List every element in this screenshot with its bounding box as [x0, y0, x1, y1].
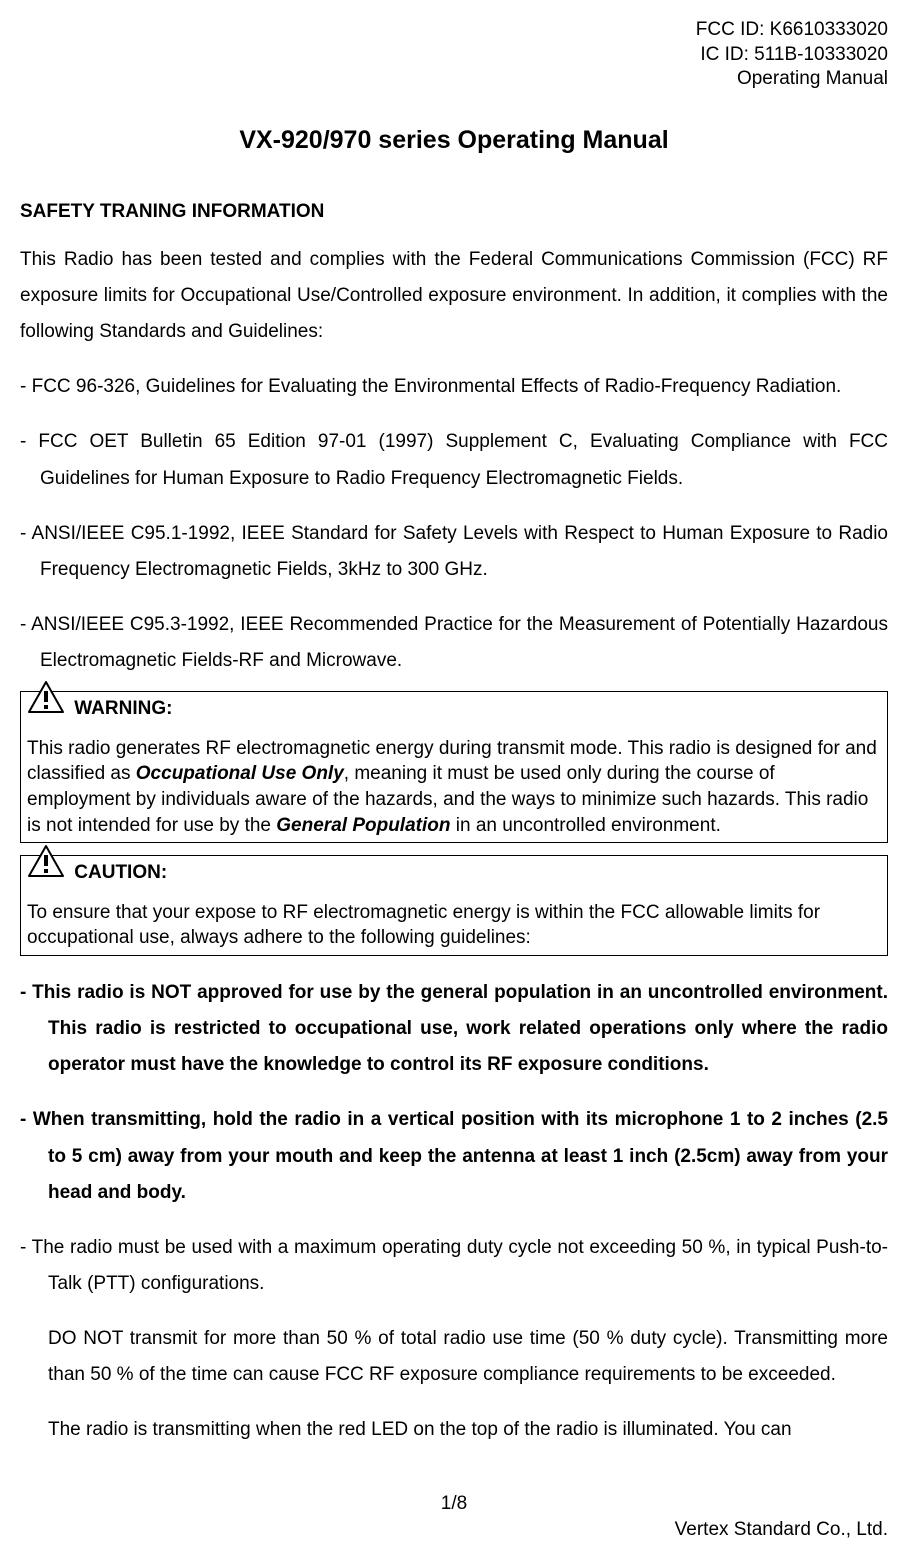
guideline-sub: The radio is transmitting when the red L…: [20, 1412, 888, 1448]
caution-icon: [27, 844, 65, 886]
header-block: FCC ID: K6610333020 IC ID: 511B-10333020…: [20, 18, 888, 92]
intro-paragraph: This Radio has been tested and complies …: [20, 242, 888, 350]
warning-box: WARNING: This radio generates RF electro…: [20, 691, 888, 843]
page: FCC ID: K6610333020 IC ID: 511B-10333020…: [0, 0, 908, 1555]
warning-title: WARNING:: [74, 698, 172, 719]
bullet-item: - FCC OET Bulletin 65 Edition 97-01 (199…: [20, 424, 888, 496]
guideline-item: - The radio must be used with a maximum …: [20, 1230, 888, 1302]
company-name: Vertex Standard Co., Ltd.: [20, 1519, 888, 1541]
footer: 1/8 Vertex Standard Co., Ltd.: [20, 1493, 888, 1541]
guideline-item: - This radio is NOT approved for use by …: [20, 975, 888, 1083]
warning-icon: [27, 680, 65, 722]
warning-body: This radio generates RF electromagnetic …: [27, 736, 881, 839]
warning-em: General Population: [276, 815, 450, 836]
warning-em: Occupational Use Only: [136, 763, 344, 784]
page-number: 1/8: [20, 1493, 888, 1515]
warning-title-row: WARNING:: [27, 696, 881, 722]
bullet-item: - ANSI/IEEE C95.1-1992, IEEE Standard fo…: [20, 516, 888, 588]
caution-title-row: CAUTION:: [27, 860, 881, 886]
bullet-item: - FCC 96-326, Guidelines for Evaluating …: [20, 369, 888, 405]
caution-box: CAUTION: To ensure that your expose to R…: [20, 855, 888, 956]
ic-id: IC ID: 511B-10333020: [20, 43, 888, 68]
guideline-item: - When transmitting, hold the radio in a…: [20, 1102, 888, 1210]
caution-title: CAUTION:: [74, 862, 167, 883]
warning-text: in an uncontrolled environment.: [450, 815, 720, 836]
fcc-id: FCC ID: K6610333020: [20, 18, 888, 43]
page-title: VX-920/970 series Operating Manual: [20, 126, 888, 155]
doc-type: Operating Manual: [20, 67, 888, 92]
bullet-item: - ANSI/IEEE C95.3-1992, IEEE Recommended…: [20, 607, 888, 679]
section-heading: SAFETY TRANING INFORMATION: [20, 201, 888, 223]
guideline-sub: DO NOT transmit for more than 50 % of to…: [20, 1321, 888, 1393]
caution-body: To ensure that your expose to RF electro…: [27, 900, 881, 951]
